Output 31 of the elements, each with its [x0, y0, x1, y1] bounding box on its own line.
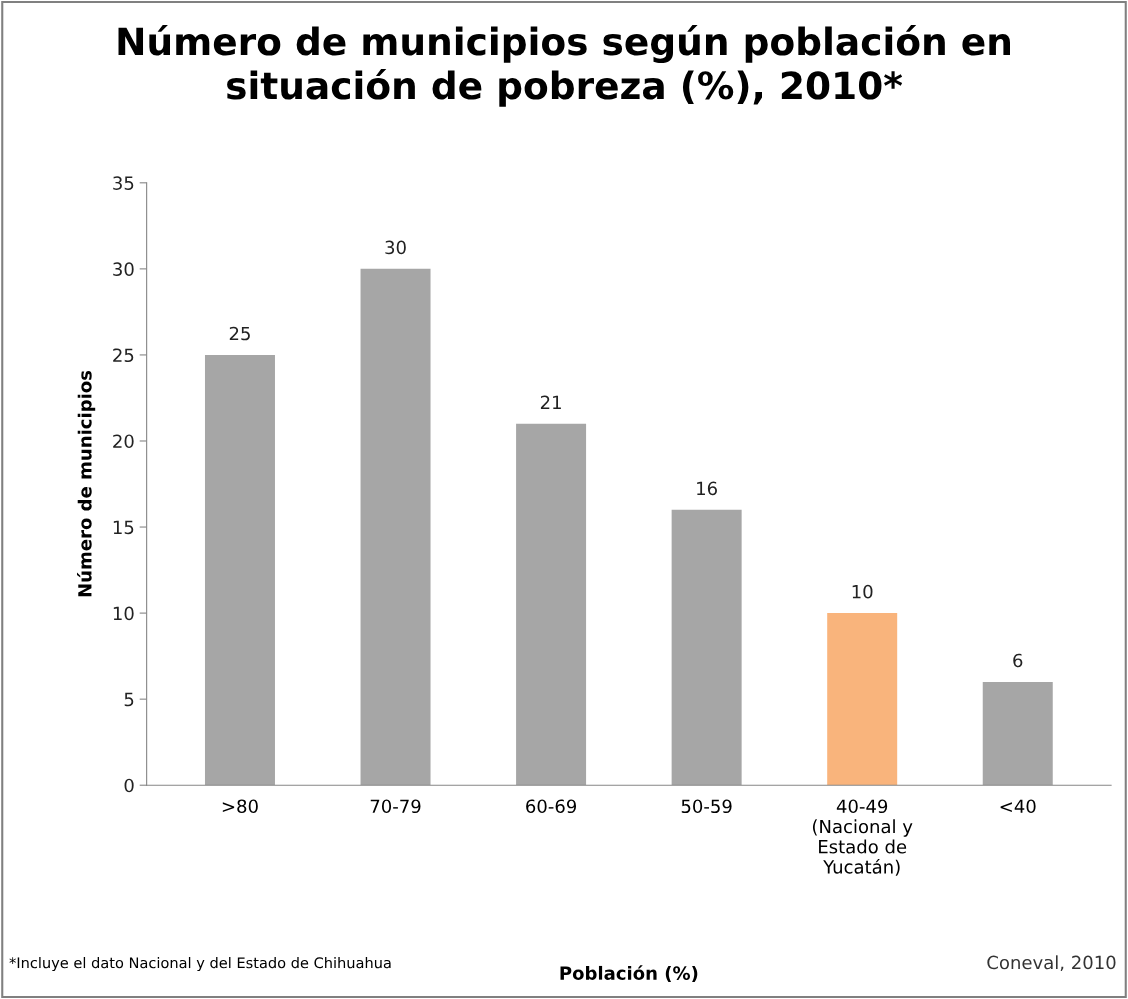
x-tick-label: 60-69 — [526, 799, 577, 814]
x-tick-label: 70-79 — [370, 799, 421, 814]
x-tick-label: 50-59 — [681, 799, 732, 814]
y-tick-label: 15 — [113, 520, 134, 535]
y-tick-label: 25 — [113, 348, 134, 363]
x-tick-label: >80 — [222, 799, 258, 814]
bar — [671, 509, 742, 786]
y-tick-label: 30 — [113, 262, 134, 276]
x-tick-label: <40 — [1000, 799, 1036, 814]
data-label: 30 — [385, 240, 406, 255]
bar — [982, 681, 1053, 786]
bar — [360, 268, 431, 786]
data-label: 21 — [540, 395, 561, 409]
y-tick-label: 10 — [113, 606, 134, 621]
text: Coneval, 2010 — [987, 955, 1116, 972]
data-label: 16 — [697, 481, 717, 496]
data-label: 10 — [852, 584, 873, 599]
y-tick-label: 5 — [124, 692, 134, 707]
y-axis-title: Número de municipios — [77, 370, 96, 597]
y-tick-label: 0 — [124, 778, 134, 793]
data-label: 25 — [229, 326, 250, 341]
chart-title: Número de municipios según población en situación de pobreza (%), 2010* — [118, 24, 1010, 107]
text: *Incluye el dato Nacional y del Estado de Chihuahua — [9, 956, 391, 972]
bar — [516, 423, 587, 786]
bar — [204, 354, 275, 786]
y-tick-label: 35 — [113, 176, 134, 190]
data-label: 6 — [1013, 653, 1023, 668]
bar — [827, 613, 898, 786]
y-tick-label: 20 — [113, 434, 134, 449]
x-axis-title: Población (%) — [560, 965, 698, 983]
x-tick-label: 40-49 (Nacional y Estado de Yucatán) — [812, 799, 913, 876]
